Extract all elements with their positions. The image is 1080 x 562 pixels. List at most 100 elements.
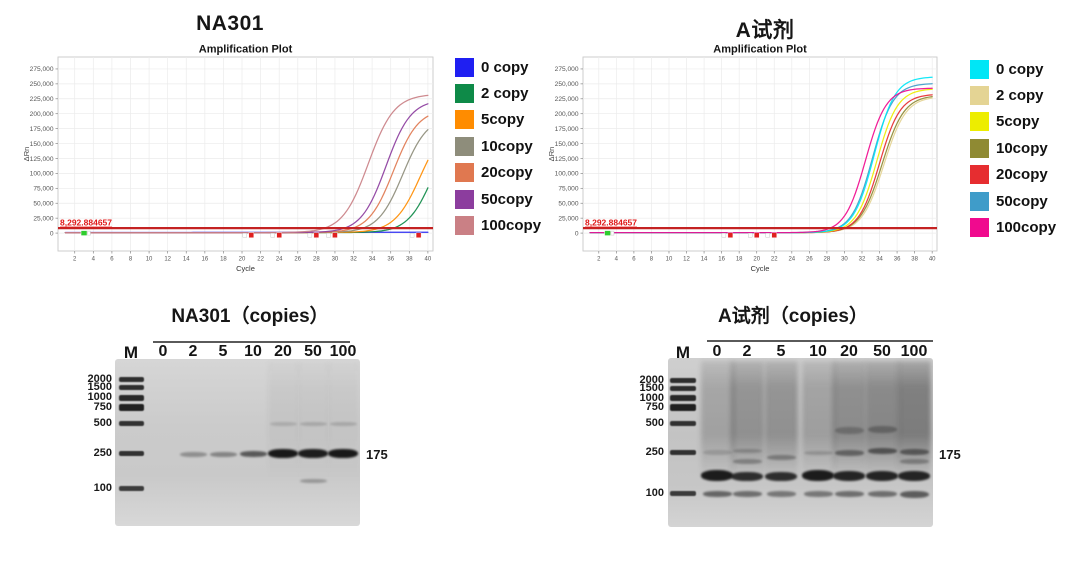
sample-band-0 bbox=[702, 491, 732, 498]
x-tick-label: 38 bbox=[911, 257, 918, 263]
x-tick-label: 24 bbox=[788, 257, 795, 263]
lane-smear-10 bbox=[801, 361, 835, 480]
x-tick-label: 14 bbox=[701, 257, 708, 263]
y-tick-label: 125,000 bbox=[30, 156, 54, 163]
lane-header-rule-a-reagent bbox=[707, 340, 933, 342]
x-tick-label: 22 bbox=[257, 257, 264, 263]
ladder-band-1000 bbox=[670, 395, 696, 402]
ladder-band-500 bbox=[118, 421, 144, 427]
y-axis-label: ΔRn bbox=[547, 147, 556, 162]
amplification-plot-na301: 0 25,000 50,000 75,000 100,000 125,000 150,000… bbox=[22, 44, 434, 273]
ladder-label-1000: 1000 bbox=[639, 391, 664, 404]
legend-label: 10copy bbox=[481, 137, 533, 155]
legend-swatch bbox=[455, 110, 474, 130]
sample-band-50 bbox=[867, 447, 897, 454]
legend-item-100copy: 100copy bbox=[970, 217, 1056, 237]
red-baseline-marker bbox=[313, 232, 320, 238]
y-tick-label: 50,000 bbox=[33, 201, 54, 208]
x-tick-label: 28 bbox=[313, 257, 320, 263]
legend-label: 50copy bbox=[481, 190, 533, 208]
legend-item-20copy: 20copy bbox=[455, 163, 533, 183]
legend-swatch bbox=[455, 189, 474, 209]
lane-smear-20 bbox=[832, 361, 866, 480]
sample-band-50 bbox=[299, 421, 327, 426]
sample-band-5 bbox=[766, 491, 796, 498]
legend-label: 50copy bbox=[996, 192, 1048, 210]
x-tick-label: 40 bbox=[929, 257, 936, 263]
red-baseline-marker bbox=[771, 232, 777, 238]
legend-swatch bbox=[455, 83, 474, 103]
x-tick-label: 40 bbox=[425, 257, 432, 263]
y-tick-label: 75,000 bbox=[33, 186, 54, 193]
size-annotation-a-reagent: 175 bbox=[939, 447, 961, 462]
legend-item-2copy: 2 copy bbox=[970, 85, 1044, 105]
ladder-label-250: 250 bbox=[93, 447, 112, 460]
ladder-label-750: 750 bbox=[93, 401, 112, 414]
gel-title-a-reagent: A试剂（copies） bbox=[718, 306, 868, 327]
sample-band-5 bbox=[766, 455, 796, 461]
y-tick-label: 175,000 bbox=[30, 126, 54, 133]
x-tick-label: 14 bbox=[183, 257, 190, 263]
legend-na301: 0 copy 2 copy 5copy 10copy 20copy 50copy 100co… bbox=[455, 57, 565, 247]
sample-band-5 bbox=[765, 471, 797, 481]
x-tick-label: 22 bbox=[771, 257, 778, 263]
legend-label: 5copy bbox=[996, 113, 1040, 131]
legend-label: 5copy bbox=[481, 111, 525, 129]
y-axis-label: ΔRn bbox=[22, 147, 31, 162]
legend-swatch bbox=[970, 217, 989, 237]
x-axis-label: Cycle bbox=[236, 264, 255, 273]
ladder-label-100: 100 bbox=[645, 486, 664, 499]
ladder-label-100: 100 bbox=[93, 481, 112, 494]
sample-band-10 bbox=[802, 469, 834, 481]
y-tick-label: 25,000 bbox=[558, 215, 579, 222]
plot-title: Amplification Plot bbox=[713, 44, 807, 56]
red-baseline-marker bbox=[248, 232, 255, 238]
ladder-label-2000: 2000 bbox=[639, 374, 664, 387]
ladder-band-250 bbox=[670, 450, 696, 456]
x-tick-label: 4 bbox=[615, 257, 619, 263]
y-tick-label: 25,000 bbox=[33, 215, 54, 222]
sample-band-2 bbox=[179, 451, 207, 457]
sample-band-0 bbox=[702, 450, 732, 456]
legend-item-10copy: 10copy bbox=[970, 138, 1048, 158]
x-tick-label: 34 bbox=[369, 257, 376, 263]
y-tick-label: 0 bbox=[575, 230, 579, 237]
x-tick-label: 32 bbox=[350, 257, 357, 263]
white-marker bbox=[242, 232, 248, 238]
x-tick-label: 6 bbox=[110, 257, 114, 263]
x-tick-label: 34 bbox=[876, 257, 883, 263]
sample-band-10 bbox=[803, 450, 833, 455]
y-tick-label: 200,000 bbox=[555, 111, 579, 118]
white-marker bbox=[87, 230, 91, 236]
y-tick-label: 150,000 bbox=[30, 141, 54, 148]
sample-band-2 bbox=[732, 458, 762, 464]
sample-band-100 bbox=[329, 421, 357, 426]
white-marker bbox=[748, 232, 753, 238]
ladder-band-100 bbox=[670, 490, 696, 496]
ladder-band-750 bbox=[118, 404, 144, 412]
legend-label: 2 copy bbox=[996, 86, 1044, 104]
sample-band-5 bbox=[209, 451, 237, 457]
legend-item-20copy: 20copy bbox=[970, 165, 1048, 185]
ladder-label-500: 500 bbox=[645, 416, 664, 429]
y-tick-label: 100,000 bbox=[555, 171, 579, 178]
white-marker bbox=[270, 232, 275, 238]
sample-band-2 bbox=[731, 471, 763, 481]
lane-label-20: 20 bbox=[274, 343, 292, 360]
lane-label-5: 5 bbox=[776, 343, 786, 360]
ladder-label-1500: 1500 bbox=[87, 381, 112, 394]
ladder-band-500 bbox=[670, 420, 696, 426]
white-marker bbox=[326, 232, 331, 238]
ladder-band-250 bbox=[118, 451, 144, 457]
lane-label-20: 20 bbox=[840, 343, 858, 360]
lane-smear-50 bbox=[865, 361, 899, 480]
y-tick-label: 100,000 bbox=[30, 171, 54, 178]
legend-a-reagent: 0 copy 2 copy 5copy 10copy 20copy 50copy 100co… bbox=[970, 59, 1080, 249]
legend-swatch bbox=[455, 215, 474, 235]
qpcr-panel-title-na301: NA301 bbox=[196, 12, 264, 35]
x-tick-label: 20 bbox=[753, 257, 760, 263]
green-baseline-marker bbox=[604, 230, 611, 236]
x-tick-label: 32 bbox=[859, 257, 866, 263]
lane-smear-20 bbox=[267, 362, 299, 480]
